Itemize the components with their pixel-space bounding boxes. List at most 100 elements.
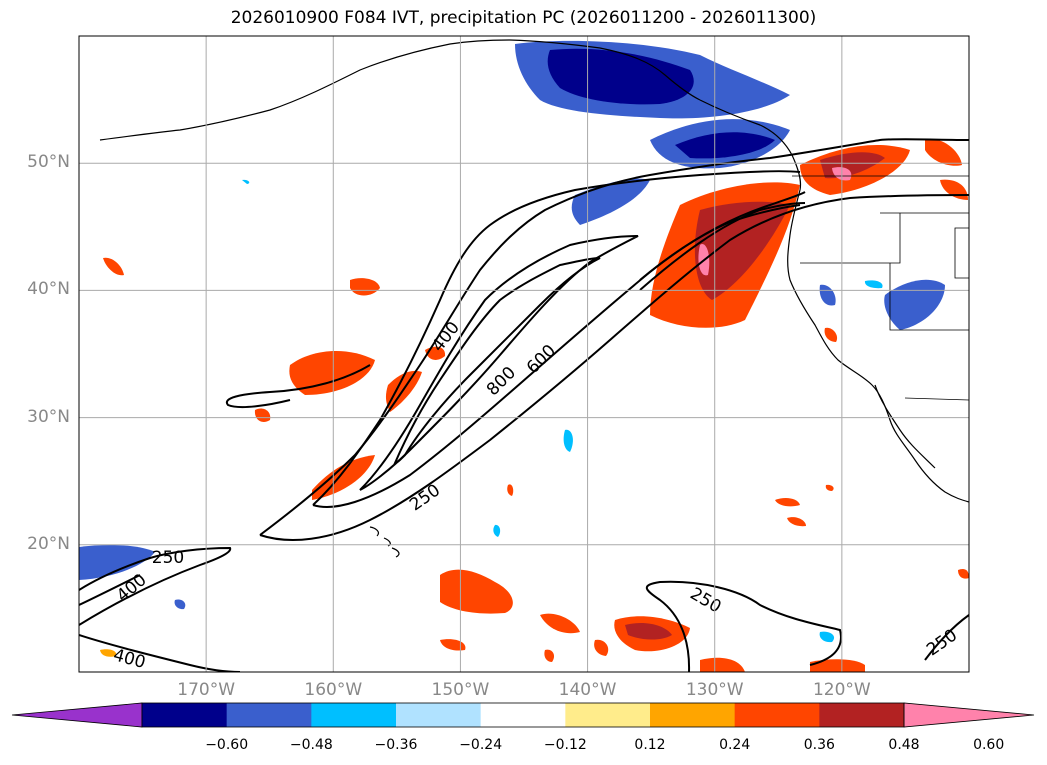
precip-negative-area [884,279,945,330]
lon-tick-label: 150°W [431,680,490,700]
contour-label-250: 250 [406,480,444,515]
precip-weak-negative-area [242,179,250,184]
precip-positive-area [787,517,806,527]
precip-positive-area [925,139,962,166]
hawaii-islands [369,526,400,558]
precip-positive-area [825,484,834,491]
colorbar-segment [142,703,228,727]
ivt-600-contour [639,202,806,291]
precip-positive-area [507,484,514,496]
precip-positive-area [289,350,375,395]
lon-tick-label: 120°W [812,680,871,700]
ivt-800-contour [639,204,801,281]
precip-weak-negative-area [493,524,501,537]
lon-tick-label: 140°W [558,680,617,700]
ivt-400-contour [79,634,241,672]
precip-weak-negative-area [563,429,573,452]
alaska-aleutian-coastline [99,39,701,141]
precip-positive-area [958,568,969,579]
colorbar-tick-label: −0.12 [543,737,587,753]
precip-positive-area [103,257,124,276]
colorbar-segment [480,703,566,727]
precip-strong-positive-area [625,623,672,640]
colorbar-segment [226,703,312,727]
colorbar-segment [819,703,905,727]
precip-weak-negative-area [864,280,883,289]
precip-positive-shading [100,139,969,672]
precip-positive-area [594,639,609,656]
colorbar-tick-label: 0.24 [719,737,751,753]
precip-negative-area [571,178,650,225]
colorbar-tick-label: 0.36 [803,737,835,753]
colorbar-frame [141,702,905,728]
precip-weak-negative-area [174,599,186,610]
precip-negative-area [819,284,836,306]
colorbar-max-extension [903,702,1035,728]
contour-label-400: 400 [113,570,151,606]
colorbar-tick-label: 0.48 [888,737,920,753]
precip-positive-area [440,569,513,614]
gridlines [79,36,969,672]
precip-positive-area [940,179,968,200]
contour-label-250: 250 [686,584,724,618]
colorbar [11,702,1035,728]
precip-negative-area [79,544,155,580]
colorbar-tick-label: −0.24 [459,737,503,753]
colorbar-segment [311,703,397,727]
precip-positive-area [544,649,555,662]
map-content: 400 800 600 250 250 400 400 250 250 [79,36,969,673]
colorbar-segment [565,703,651,727]
baja-california-coastline [874,384,936,469]
colorbar-tick-label: 0.60 [973,737,1005,753]
precip-positive-area [312,455,375,500]
ivt-contours [79,138,969,672]
precip-positive-area [810,659,865,672]
contour-label-600: 600 [523,341,560,378]
ivt-250-contour [645,580,842,672]
political-borders [792,175,969,401]
map-frame [78,35,970,673]
ivt-400-contour [79,574,141,606]
state-border [800,213,901,264]
precip-positive-area [700,657,745,672]
lat-tick-label: 20°N [27,533,70,554]
figure-title: 2026010900 F084 IVT, precipitation PC (2… [230,8,817,28]
precip-strong-negative-area [675,132,775,159]
precip-strong-negative-area [547,48,694,105]
colorbar-tick-label: −0.48 [289,737,333,753]
state-border [889,263,969,331]
lon-tick-label: 160°W [304,680,363,700]
lon-tick-label: 130°W [685,680,744,700]
precip-positive-area [540,613,580,634]
ivt-250-contour [79,546,232,626]
colorbar-tick-label: −0.36 [374,737,418,753]
contour-label-250: 250 [152,548,184,568]
precip-positive-area [100,649,117,657]
ivt-400-contour [312,170,801,506]
colorbar-segment [650,703,736,727]
colorbar-min-extension [11,702,143,728]
colorbar-segment [734,703,820,727]
contour-label-400: 400 [111,645,148,673]
lon-tick-label: 170°W [177,680,236,700]
state-border [880,212,969,279]
precip-positive-area [440,639,466,651]
mexico-border [904,397,969,401]
ivt-contour-labels: 400 800 600 250 250 400 400 250 250 [111,318,961,673]
precip-weak-negative-area [819,631,835,643]
precip-positive-area [824,327,838,342]
lat-tick-label: 30°N [27,406,70,427]
ivt-250-contour [924,614,969,661]
colorbar-tick-label: 0.12 [634,737,666,753]
ivt-250-contour [259,194,969,541]
colorbar-tick-label: −0.60 [205,737,249,753]
precip-positive-area [254,408,271,422]
precip-positive-area [350,278,380,296]
precip-positive-area [775,497,800,507]
ivt-800-contour [393,257,601,465]
lat-tick-label: 50°N [27,152,70,173]
ivt-400-contour [312,191,806,508]
colorbar-segment [396,703,482,727]
ivt-600-contour [359,235,639,491]
